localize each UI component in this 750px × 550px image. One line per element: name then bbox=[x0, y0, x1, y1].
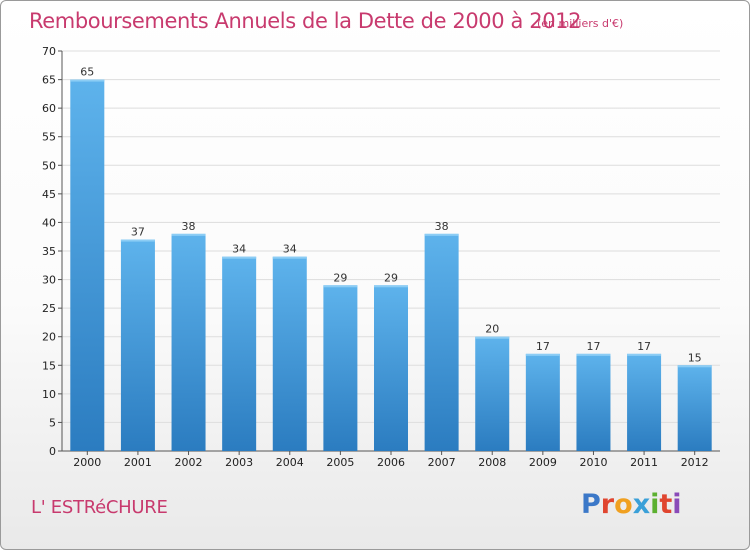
x-tick-label: 2011 bbox=[630, 456, 658, 469]
y-tick-label: 10 bbox=[42, 388, 56, 401]
y-tick-label: 35 bbox=[42, 245, 56, 258]
bar-top-edge bbox=[475, 336, 510, 339]
x-tick-label: 2003 bbox=[225, 456, 253, 469]
bar-value-label: 37 bbox=[131, 226, 145, 239]
chart-title: Remboursements Annuels de la Dette de 20… bbox=[29, 9, 582, 33]
x-tick-label: 2001 bbox=[124, 456, 152, 469]
bar-top-edge bbox=[272, 256, 307, 259]
bar-value-label: 29 bbox=[384, 271, 398, 284]
bar bbox=[475, 336, 510, 451]
x-tick-label: 2004 bbox=[276, 456, 304, 469]
bar-top-edge bbox=[374, 285, 408, 288]
x-tick-label: 2000 bbox=[73, 456, 101, 469]
bar bbox=[120, 239, 155, 451]
bar-value-label: 17 bbox=[586, 340, 600, 353]
bar-top-edge bbox=[677, 365, 712, 368]
bar bbox=[222, 256, 257, 451]
logo-letter: o bbox=[614, 489, 633, 520]
y-tick-label: 45 bbox=[42, 188, 56, 201]
bar-value-label: 34 bbox=[283, 243, 297, 256]
bar-top-edge bbox=[171, 233, 206, 236]
commune-name: L' ESTRéCHURE bbox=[31, 497, 168, 518]
bar bbox=[627, 353, 662, 451]
x-tick-label: 2008 bbox=[478, 456, 506, 469]
x-tick-label: 2007 bbox=[428, 456, 456, 469]
bar bbox=[70, 79, 105, 452]
logo-letter: i bbox=[650, 489, 660, 520]
bar-value-label: 38 bbox=[182, 220, 196, 233]
y-tick-label: 55 bbox=[42, 131, 56, 144]
logo-letter: x bbox=[632, 489, 651, 520]
bar bbox=[323, 285, 358, 451]
bar bbox=[272, 256, 307, 451]
bar-value-label: 15 bbox=[688, 351, 702, 364]
bar-top-edge bbox=[525, 353, 560, 356]
proxiti-logo[interactable]: Proxiti bbox=[581, 489, 682, 520]
y-tick-label: 30 bbox=[42, 274, 56, 287]
y-tick-label: 15 bbox=[42, 359, 56, 372]
bar-value-label: 17 bbox=[637, 340, 651, 353]
y-tick-label: 0 bbox=[49, 445, 56, 458]
y-tick-label: 60 bbox=[42, 102, 56, 115]
bar-top-edge bbox=[627, 353, 662, 356]
logo-letter: P bbox=[581, 489, 601, 520]
y-tick-label: 5 bbox=[49, 416, 56, 429]
bar-value-label: 29 bbox=[333, 271, 347, 284]
x-tick-label: 2002 bbox=[175, 456, 203, 469]
bar bbox=[374, 285, 408, 451]
x-tick-label: 2012 bbox=[681, 456, 709, 469]
x-tick-label: 2006 bbox=[377, 456, 405, 469]
bar bbox=[424, 233, 459, 451]
y-tick-label: 70 bbox=[42, 45, 56, 58]
x-tick-label: 2005 bbox=[326, 456, 354, 469]
bar-value-label: 38 bbox=[435, 220, 449, 233]
unit-note: (en milliers d'€) bbox=[537, 17, 624, 30]
bar-value-label: 65 bbox=[80, 66, 94, 79]
bar-top-edge bbox=[120, 239, 155, 242]
bar bbox=[525, 353, 560, 451]
labels: 0 5 10 15 20 25 30 35 40 45 50 55 60 65 70 65 2000 37 2001… bbox=[42, 45, 709, 469]
y-tick-label: 50 bbox=[42, 159, 56, 172]
bars bbox=[70, 79, 712, 452]
x-tick-label: 2009 bbox=[529, 456, 557, 469]
logo-letter: t bbox=[659, 489, 673, 520]
y-tick-label: 65 bbox=[42, 74, 56, 87]
bar-value-label: 34 bbox=[232, 243, 246, 256]
y-tick-label: 25 bbox=[42, 302, 56, 315]
bar-top-edge bbox=[323, 285, 358, 288]
x-tick-label: 2010 bbox=[579, 456, 607, 469]
y-tick-label: 40 bbox=[42, 216, 56, 229]
logo-letter: r bbox=[600, 489, 615, 520]
bar-top-edge bbox=[70, 79, 105, 82]
y-tick-label: 20 bbox=[42, 331, 56, 344]
bar-value-label: 17 bbox=[536, 340, 550, 353]
bar-top-edge bbox=[222, 256, 257, 259]
bar-value-label: 20 bbox=[485, 323, 499, 336]
bar bbox=[576, 353, 611, 451]
bar-top-edge bbox=[424, 233, 459, 236]
bar-top-edge bbox=[576, 353, 611, 356]
logo-letter: i bbox=[672, 489, 682, 520]
bar bbox=[171, 233, 206, 451]
bar bbox=[677, 365, 712, 451]
